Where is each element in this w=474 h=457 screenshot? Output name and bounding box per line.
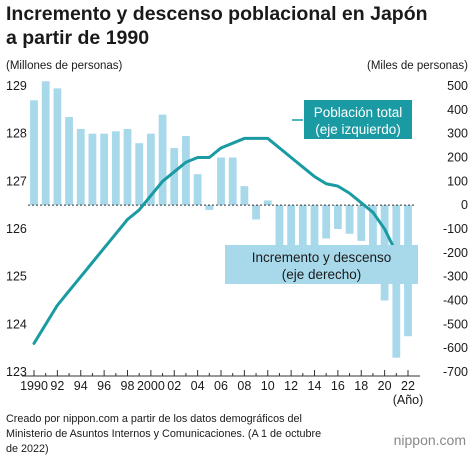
axes: 123 124 125 126 127 128 129 500 400 300 200 100 0 -10… [6, 79, 468, 407]
line-label-text-1: Población total [314, 105, 403, 120]
line-label-box [304, 100, 412, 139]
right-tick--100: -100 [443, 222, 468, 236]
bar-1993 [65, 116, 73, 206]
bar-2017 [345, 205, 354, 234]
left-tick-129: 129 [6, 79, 27, 93]
bar-2010 [263, 200, 272, 206]
bar-2001 [158, 114, 167, 206]
left-axis-unit: (Millones de personas) [6, 60, 123, 72]
right-tick--400: -400 [443, 294, 468, 308]
bar-2016 [333, 205, 342, 229]
x-tick-2018: 18 [354, 379, 368, 393]
bar-1996 [100, 133, 109, 206]
bar-1992 [53, 88, 62, 206]
right-axis-unit: (Miles de personas) [367, 60, 468, 72]
right-tick-200: 200 [447, 151, 468, 165]
x-tick-2020: 20 [378, 379, 392, 393]
series-labels: Población total (eje izquierdo) Incremento… [225, 100, 418, 284]
chart-title: Incremento y descenso poblacional en Jap… [6, 2, 468, 50]
x-tick-2022: 22 [401, 379, 415, 393]
x-tick-2016: 16 [331, 379, 345, 393]
bar-2003 [182, 136, 190, 206]
x-unit-label: (Año) [393, 393, 424, 407]
x-tick-2002: 02 [167, 379, 181, 393]
bar-2013 [298, 205, 307, 249]
x-tick-2014: 14 [308, 379, 322, 393]
x-tick-1994: 94 [74, 379, 88, 393]
bar-2014 [310, 205, 319, 246]
bar-2008 [240, 186, 249, 206]
x-tick-2010: 10 [261, 379, 275, 393]
x-tick-2012: 12 [284, 379, 298, 393]
right-tick--500: -500 [443, 317, 468, 331]
right-tick--700: -700 [443, 365, 468, 379]
bar-1994 [76, 128, 85, 206]
bar-1999 [135, 143, 144, 206]
bar-2007 [228, 157, 237, 206]
bar-2012 [287, 205, 296, 263]
chart-title-line2: a partir de 1990 [6, 27, 150, 49]
bar-label-text-1: Incremento y descenso [252, 250, 392, 265]
x-tick-1996: 96 [97, 379, 111, 393]
left-tick-124: 124 [6, 317, 27, 331]
chart: 123 124 125 126 127 128 129 500 400 300 200 100 0 -10… [6, 79, 468, 407]
bar-2011 [275, 205, 284, 253]
bar-2000 [146, 133, 155, 206]
bar-2004 [193, 174, 202, 206]
chart-title-line1: Incremento y descenso poblacional en Jap… [6, 3, 428, 25]
population-line [32, 136, 410, 345]
bar-2018 [357, 205, 366, 241]
bar-1995 [88, 133, 97, 206]
source-line1: Creado por nippon.com a partir de los da… [6, 413, 302, 425]
right-tick--300: -300 [443, 270, 468, 284]
right-tick--600: -600 [443, 341, 468, 355]
bar-label-text-2: (eje derecho) [282, 267, 362, 282]
left-tick-125: 125 [6, 270, 27, 284]
line-label-text-2: (eje izquierdo) [315, 122, 401, 137]
right-tick-100: 100 [447, 174, 468, 188]
left-tick-123: 123 [6, 365, 27, 379]
bar-1997 [111, 131, 120, 206]
x-tick-2008: 08 [237, 379, 251, 393]
bar-2019 [369, 205, 377, 249]
bar-label-box [225, 245, 418, 284]
x-tick-2006: 06 [214, 379, 228, 393]
source-line2: Ministerio de Asuntos Internos y Comunic… [6, 428, 322, 440]
source-line3: de 2022) [6, 443, 49, 455]
x-tick-2000: 2000 [137, 379, 165, 393]
right-tick-0: 0 [461, 198, 468, 212]
brand-logo: nippon.com [393, 432, 466, 448]
x-tick-1990: 1990 [20, 379, 48, 393]
right-tick-400: 400 [447, 103, 468, 117]
line-series [32, 136, 410, 345]
x-tick-1998: 98 [121, 379, 135, 393]
bar-2002 [170, 147, 179, 206]
right-tick--200: -200 [443, 246, 468, 260]
bar-2015 [322, 205, 331, 239]
source-note: Creado por nippon.com a partir de los da… [6, 412, 366, 457]
bar-1990 [30, 100, 38, 206]
right-tick-300: 300 [447, 127, 468, 141]
left-tick-127: 127 [6, 174, 27, 188]
bar-2005 [205, 205, 214, 210]
bar-2006 [217, 157, 225, 206]
x-tick-2004: 04 [191, 379, 205, 393]
x-tick-1992: 92 [50, 379, 64, 393]
bar-1991 [41, 81, 50, 206]
bar-1998 [123, 128, 132, 206]
right-tick-500: 500 [447, 79, 468, 93]
left-tick-126: 126 [6, 222, 27, 236]
left-tick-128: 128 [6, 127, 27, 141]
bar-2009 [252, 205, 260, 220]
